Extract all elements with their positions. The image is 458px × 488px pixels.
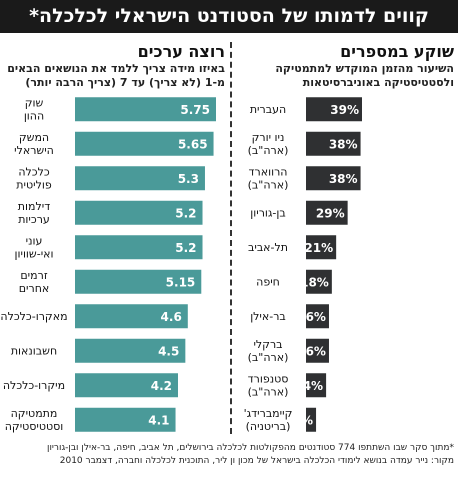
- footnote-survey: *מתוך סקר שבו השתתפו 774 סטודנטים מהפקול…: [47, 443, 454, 453]
- right-bar-7: [306, 304, 329, 329]
- left-bar-6: [75, 269, 202, 294]
- left-bar-1: [75, 97, 216, 122]
- left-category-label-5: עוני ואי-שוויון: [14, 235, 53, 261]
- right-category-label-2: ניו יורק (ארה"ב): [248, 131, 289, 157]
- left-panel-title: רוצה ערכים: [137, 42, 225, 61]
- right-bar-8: [306, 338, 329, 363]
- left-panel-subtitle-1: באיזו מידה צריך ללמד את הנושאים הבאים: [7, 62, 225, 75]
- right-category-label-4: בן-גוריון: [250, 207, 286, 220]
- right-bar-value-8: 16%: [297, 344, 326, 358]
- right-bar-value-2: 38%: [329, 137, 358, 151]
- right-category-label-7: בר-אילן: [250, 310, 286, 323]
- left-category-label-9: מיקרו-כלכלה: [3, 379, 65, 392]
- left-bar-value-3: 5.3: [178, 172, 199, 186]
- right-bar-value-6: 18%: [300, 275, 329, 289]
- right-bar-10: [306, 407, 317, 432]
- right-panel-subtitle-2: ולסטטיסטיקה באוניברסיטאות: [302, 76, 454, 89]
- left-category-label-7: מאקרו-כלכלה: [0, 310, 67, 323]
- panel-divider: [230, 42, 232, 434]
- right-bar-5: [306, 235, 337, 260]
- right-bar-value-5: 21%: [304, 241, 333, 255]
- right-bar-1: [306, 97, 362, 122]
- right-panel-title: שוקע במספרים: [340, 42, 454, 61]
- left-category-label-6: זרמים אחרים: [19, 269, 50, 295]
- left-bar-value-5: 5.2: [175, 241, 196, 255]
- left-category-label-8: חשבונאות: [11, 345, 57, 358]
- right-category-label-6: חיפה: [256, 276, 280, 289]
- left-bar-value-1: 5.75: [180, 103, 210, 117]
- left-category-label-4: דילמות ערכיות: [18, 200, 50, 226]
- left-bar-3: [75, 166, 205, 191]
- left-bar-9: [75, 373, 178, 398]
- right-bar-6: [306, 269, 332, 294]
- left-category-label-1: שוק ההון: [24, 97, 44, 123]
- right-bar-9: [306, 373, 327, 398]
- left-bar-value-7: 4.6: [161, 310, 182, 324]
- right-category-label-1: העברית: [250, 103, 286, 116]
- left-category-label-10: מתמטיקה וסטטיסטיקה: [5, 407, 64, 433]
- charts-svg: 5.75 שוק ההון 5.65 המשק הישראלי 5.3 כלכלה פוליטי…: [0, 97, 362, 433]
- right-bar-value-9: 14%: [294, 379, 323, 393]
- right-category-label-3: הרווארד (ארה"ב): [248, 166, 289, 192]
- right-bar-value-10: 7%: [293, 413, 313, 427]
- left-bar-value-6: 5.15: [166, 275, 196, 289]
- left-bar-4: [75, 200, 203, 225]
- right-category-label-10: קיימברידג' (בריטניה): [244, 407, 293, 433]
- right-category-label-8: ברקלי (ארה"ב): [248, 338, 289, 364]
- right-category-label-9: סטנפורד (ארה"ב): [248, 373, 289, 399]
- right-bar-4: [306, 200, 348, 225]
- left-bar-value-8: 4.5: [158, 344, 179, 358]
- left-bar-5: [75, 235, 203, 260]
- right-bar-value-1: 39%: [330, 103, 359, 117]
- right-bar-value-4: 29%: [316, 206, 345, 220]
- left-bar-value-9: 4.2: [151, 379, 172, 393]
- right-category-label-5: תל-אביב: [248, 241, 288, 254]
- left-bar-7: [75, 304, 188, 329]
- left-bar-value-4: 5.2: [175, 206, 196, 220]
- right-bar-2: [306, 131, 361, 156]
- left-category-label-2: המשק הישראלי: [14, 131, 54, 157]
- right-bar-3: [306, 166, 361, 191]
- right-bar-value-7: 16%: [297, 310, 326, 324]
- footnote-source: מקור: נייר עמדה בנושא לימודי הכלכלה בישר…: [59, 456, 454, 466]
- right-bar-value-3: 38%: [329, 172, 358, 186]
- left-bar-2: [75, 131, 214, 156]
- left-category-label-3: כלכלה פוליטית: [16, 166, 52, 192]
- left-bar-value-10: 4.1: [148, 413, 169, 427]
- right-panel-subtitle-1: השיעור מהזמן המוקדש למתמטיקה: [275, 62, 454, 75]
- left-bar-value-2: 5.65: [178, 137, 208, 151]
- left-bar-10: [75, 407, 176, 432]
- page-title: קווים לדמותו של הסטודנט הישראלי לכלכלה*: [0, 0, 458, 33]
- left-bar-8: [75, 338, 186, 363]
- left-panel-subtitle-2: מ-1 (לא צריך) עד 7 (צריך הרבה יותר): [25, 76, 225, 89]
